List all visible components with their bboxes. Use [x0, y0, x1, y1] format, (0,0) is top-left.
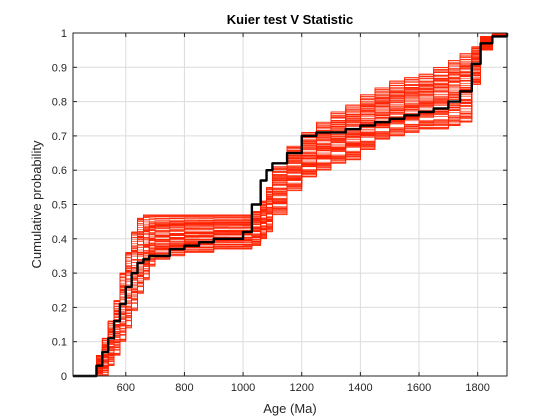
y-tick-label: 0.2 — [52, 302, 67, 314]
x-tick-label: 1400 — [348, 382, 372, 394]
x-axis-label: Age (Ma) — [263, 401, 316, 416]
y-tick-label: 0.6 — [52, 165, 67, 177]
observed-cdf-curve — [73, 33, 509, 378]
axis-ticks: 600 800 1000 1200 1400 1600 1800 0 0.1 0.2 0.3 0.4 0… — [52, 28, 507, 394]
x-tick-label: 600 — [117, 382, 135, 394]
chart-title: Kuier test V Statistic — [227, 12, 353, 27]
observed-cdf-line — [73, 33, 509, 378]
y-tick-label: 0.8 — [52, 97, 67, 109]
y-axis-label: Cumulative probability — [29, 140, 44, 268]
y-tick-label: 0.7 — [52, 131, 67, 143]
x-tick-label: 1000 — [231, 382, 255, 394]
y-tick-label: 0 — [61, 371, 67, 383]
y-tick-label: 0.1 — [52, 337, 67, 349]
x-tick-label: 800 — [175, 382, 193, 394]
y-tick-label: 0.5 — [52, 200, 67, 212]
y-tick-label: 0.4 — [52, 234, 67, 246]
x-tick-label: 1200 — [289, 382, 313, 394]
x-tick-label: 1600 — [407, 382, 431, 394]
simulated-cdf-line — [73, 32, 507, 377]
y-tick-label: 0.3 — [52, 268, 67, 280]
x-tick-label: 1800 — [465, 382, 489, 394]
y-tick-label: 1 — [61, 28, 67, 40]
y-tick-label: 0.9 — [52, 62, 67, 74]
